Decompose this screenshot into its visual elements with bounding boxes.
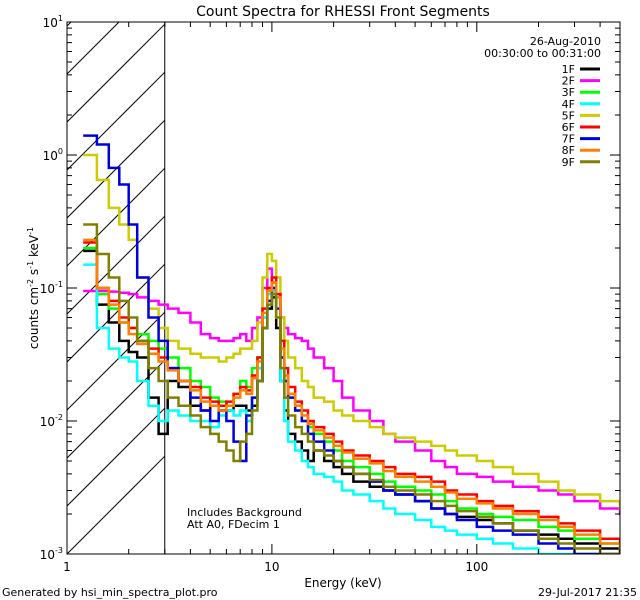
legend-label: 7F xyxy=(562,133,575,146)
hatch-lines xyxy=(66,21,166,555)
footer-generator: Generated by hsi_min_spectra_plot.pro xyxy=(2,586,218,599)
y-tick-label: 10-1 xyxy=(40,280,63,296)
chart-title: Count Spectra for RHESSI Front Segments xyxy=(196,4,490,20)
annotation-line: Att A0, FDecim 1 xyxy=(187,518,280,531)
y-label-part: s xyxy=(27,269,41,279)
legend-label: 5F xyxy=(562,109,575,122)
date-label: 26-Aug-2010 xyxy=(530,35,601,48)
series-6F xyxy=(83,241,620,545)
legend-label: 4F xyxy=(562,98,575,111)
legend-label: 3F xyxy=(562,86,575,99)
y-tick-label: 100 xyxy=(43,147,63,163)
x-axis-label: Energy (keV) xyxy=(304,576,381,590)
legend-label: 6F xyxy=(562,121,575,134)
series-7F xyxy=(83,134,620,554)
y-label-part: keV xyxy=(27,234,41,261)
y-axis-label: counts cm-2 s-1 keV-1 xyxy=(26,227,41,349)
y-label-sup: -1 xyxy=(26,227,35,235)
y-label-sup: -2 xyxy=(26,279,35,287)
y-tick-label: 101 xyxy=(43,14,63,30)
series-2F xyxy=(83,267,620,516)
series-3F xyxy=(83,246,620,550)
legend-label: 9F xyxy=(562,156,575,169)
annotation-line: Includes Background xyxy=(187,506,302,519)
series-1F xyxy=(83,249,620,554)
time-range-label: 00:30:00 to 00:31:00 xyxy=(484,47,601,60)
y-tick-labels: 10-3 10-2 10-1 100 101 xyxy=(40,14,63,562)
y-label-sup: -1 xyxy=(26,261,35,269)
series-5F xyxy=(83,153,620,510)
y-label-part: counts cm xyxy=(27,287,41,349)
legend-label: 1F xyxy=(562,63,575,76)
series-9F xyxy=(83,223,620,554)
legend-label: 8F xyxy=(562,144,575,157)
footer-timestamp: 29-Jul-2017 21:35 xyxy=(538,586,637,599)
axis-ticks xyxy=(66,21,621,555)
excluded-region-hatch xyxy=(66,21,166,555)
x-tick-labels: 1 10 100 xyxy=(63,560,488,574)
y-tick-label: 10-2 xyxy=(40,413,63,429)
x-tick-label: 1 xyxy=(63,560,71,574)
legend-label: 2F xyxy=(562,75,575,88)
series-layer xyxy=(83,134,620,554)
series-4F xyxy=(83,263,620,554)
tick-marks xyxy=(66,21,621,555)
y-tick-label: 10-3 xyxy=(40,546,63,562)
series-8F xyxy=(83,238,620,550)
x-tick-label: 100 xyxy=(465,560,488,574)
x-tick-label: 10 xyxy=(264,560,279,574)
